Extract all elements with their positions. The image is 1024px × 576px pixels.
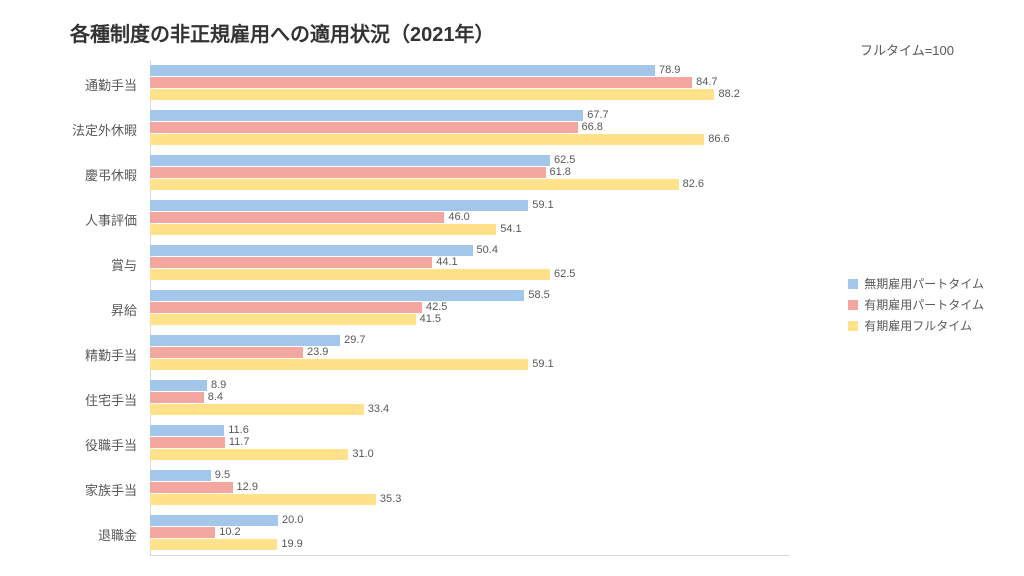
y-axis-labels: 通勤手当法定外休暇慶弔休暇人事評価賞与昇給精勤手当住宅手当役職手当家族手当退職金 (0, 60, 145, 560)
legend-item: 無期雇用パートタイム (848, 275, 984, 292)
value-label: 8.9 (211, 380, 226, 391)
bar (150, 212, 444, 223)
value-label: 19.9 (281, 539, 302, 550)
bar (150, 515, 278, 526)
category-label: 役職手当 (85, 435, 137, 454)
bar (150, 167, 546, 178)
value-label: 62.5 (554, 269, 575, 280)
value-label: 86.6 (708, 134, 729, 145)
bar (150, 89, 714, 100)
category-label: 家族手当 (85, 480, 137, 499)
category-label: 慶弔休暇 (85, 165, 137, 184)
bar (150, 380, 207, 391)
value-label: 84.7 (696, 77, 717, 88)
bar (150, 245, 473, 256)
value-label: 78.9 (659, 65, 680, 76)
bar (150, 449, 348, 460)
bar (150, 200, 528, 211)
legend-swatch (848, 321, 858, 331)
category-label: 人事評価 (85, 210, 137, 229)
bar (150, 179, 679, 190)
value-label: 61.8 (550, 167, 571, 178)
x-axis-line (150, 555, 790, 556)
chart-title: 各種制度の非正規雇用への適用状況（2021年） (70, 18, 495, 47)
value-label: 10.2 (219, 527, 240, 538)
bar (150, 539, 277, 550)
bar (150, 392, 204, 403)
bar (150, 302, 422, 313)
chart-note: フルタイム=100 (860, 40, 954, 59)
category-label: 精勤手当 (85, 345, 137, 364)
bar (150, 257, 432, 268)
bar (150, 494, 376, 505)
legend: 無期雇用パートタイム有期雇用パートタイム有期雇用フルタイム (848, 275, 984, 338)
value-label: 62.5 (554, 155, 575, 166)
value-label: 88.2 (718, 89, 739, 100)
bar (150, 314, 416, 325)
legend-label: 無期雇用パートタイム (864, 275, 984, 292)
category-label: 通勤手当 (85, 75, 137, 94)
category-label: 退職金 (98, 525, 137, 544)
bar (150, 482, 233, 493)
bar (150, 224, 496, 235)
bar (150, 65, 655, 76)
value-label: 20.0 (282, 515, 303, 526)
bar (150, 122, 578, 133)
value-label: 31.0 (352, 449, 373, 460)
value-label: 67.7 (587, 110, 608, 121)
value-label: 9.5 (215, 470, 230, 481)
category-label: 昇給 (111, 300, 137, 319)
value-label: 29.7 (344, 335, 365, 346)
value-label: 11.7 (229, 437, 250, 448)
bar (150, 404, 364, 415)
bar (150, 347, 303, 358)
category-label: 住宅手当 (85, 390, 137, 409)
bar (150, 470, 211, 481)
legend-swatch (848, 279, 858, 289)
value-label: 58.5 (528, 290, 549, 301)
bar (150, 527, 215, 538)
bar (150, 425, 224, 436)
legend-item: 有期雇用パートタイム (848, 296, 984, 313)
bar (150, 269, 550, 280)
value-label: 66.8 (582, 122, 603, 133)
value-label: 82.6 (683, 179, 704, 190)
value-label: 23.9 (307, 347, 328, 358)
legend-swatch (848, 300, 858, 310)
bar (150, 155, 550, 166)
bar (150, 110, 583, 121)
value-label: 54.1 (500, 224, 521, 235)
value-label: 33.4 (368, 404, 389, 415)
bar (150, 77, 692, 88)
bar (150, 134, 704, 145)
value-label: 35.3 (380, 494, 401, 505)
bar (150, 359, 528, 370)
bar (150, 335, 340, 346)
value-label: 42.5 (426, 302, 447, 313)
legend-label: 有期雇用フルタイム (864, 317, 972, 334)
value-label: 46.0 (448, 212, 469, 223)
bar (150, 290, 524, 301)
value-label: 12.9 (237, 482, 258, 493)
value-label: 44.1 (436, 257, 457, 268)
value-label: 8.4 (208, 392, 223, 403)
legend-label: 有期雇用パートタイム (864, 296, 984, 313)
value-label: 59.1 (532, 200, 553, 211)
category-label: 法定外休暇 (72, 120, 137, 139)
legend-item: 有期雇用フルタイム (848, 317, 984, 334)
bar (150, 437, 225, 448)
value-label: 41.5 (420, 314, 441, 325)
value-label: 59.1 (532, 359, 553, 370)
value-label: 11.6 (228, 425, 249, 436)
value-label: 50.4 (477, 245, 498, 256)
category-label: 賞与 (111, 255, 137, 274)
plot-area: 78.984.788.267.766.886.662.561.882.659.1… (150, 60, 790, 560)
